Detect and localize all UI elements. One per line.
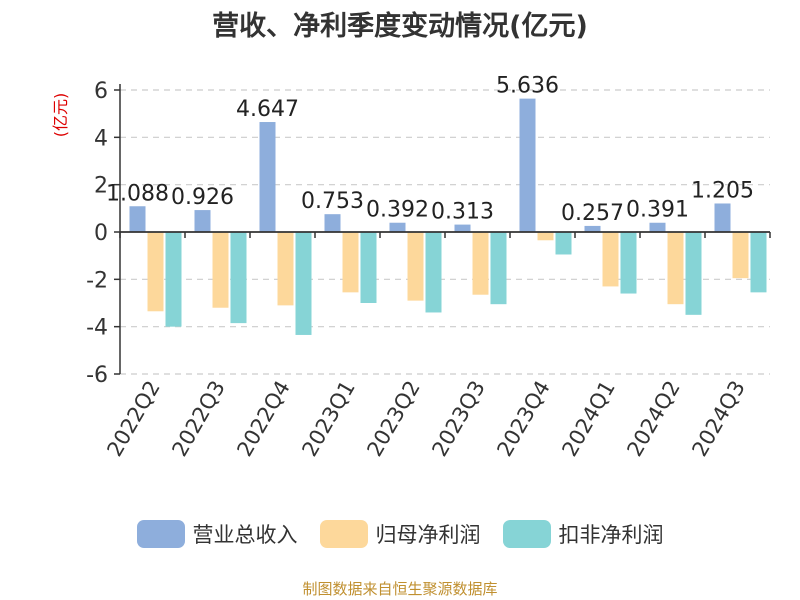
legend-swatch-revenue (136, 520, 185, 548)
bar-revenue[interactable] (389, 222, 406, 232)
x-tick-label: 2022Q3 (167, 377, 229, 461)
x-tick-label: 2023Q2 (362, 377, 424, 461)
chart-title: 营收、净利季度变动情况(亿元) (212, 11, 588, 42)
legend-item-deducted-profit[interactable]: 扣非净利润 (502, 519, 664, 549)
legend-item-net-profit[interactable]: 归母净利润 (319, 519, 481, 549)
data-label-revenue: 0.257 (561, 201, 624, 226)
bar-net-profit[interactable] (342, 232, 359, 293)
y-tick-label: 2 (94, 174, 108, 199)
legend-label-revenue: 营业总收入 (192, 523, 298, 547)
bar-deducted-profit[interactable] (620, 232, 637, 294)
y-tick-label: -4 (86, 316, 108, 341)
y-tick-label: 4 (94, 126, 108, 151)
bar-net-profit[interactable] (667, 232, 684, 305)
bar-revenue[interactable] (649, 222, 666, 232)
bar-revenue[interactable] (259, 122, 276, 232)
data-label-revenue: 0.392 (366, 198, 429, 223)
data-label-revenue: 0.926 (171, 185, 234, 210)
bar-revenue[interactable] (129, 206, 146, 232)
data-label-revenue: 0.391 (626, 198, 689, 223)
bar-net-profit[interactable] (537, 232, 554, 241)
legend-label-net-profit: 归母净利润 (375, 523, 481, 547)
bar-net-profit[interactable] (212, 232, 229, 308)
bar-revenue[interactable] (454, 224, 471, 232)
x-tick-label: 2023Q4 (492, 377, 554, 461)
legend-item-revenue[interactable]: 营业总收入 (136, 519, 298, 549)
bar-deducted-profit[interactable] (230, 232, 247, 324)
x-tick-label: 2023Q1 (297, 377, 359, 461)
legend-swatch-net-profit (319, 520, 368, 548)
bar-deducted-profit[interactable] (425, 232, 442, 313)
bar-deducted-profit[interactable] (490, 232, 507, 305)
y-tick-label: -6 (86, 363, 108, 388)
x-tick-label: 2024Q1 (557, 377, 619, 461)
x-tick-label: 2024Q3 (687, 377, 749, 461)
bar-revenue[interactable] (324, 214, 341, 232)
y-tick-label: 6 (94, 79, 108, 104)
x-tick-label: 2023Q3 (427, 377, 489, 461)
y-axis-unit-label: (亿元) (51, 93, 70, 138)
bar-revenue[interactable] (519, 98, 536, 232)
data-labels: 1.088 0.926 4.647 0.753 0.392 0.313 5.636 0.257… (106, 74, 754, 226)
bar-deducted-profit[interactable] (555, 232, 572, 255)
x-tick-label: 2022Q4 (232, 377, 294, 461)
y-tick-label: -2 (86, 268, 108, 293)
grid-lines (120, 89, 770, 375)
data-label-revenue: 1.205 (691, 178, 754, 203)
bar-deducted-profit[interactable] (165, 232, 182, 327)
source-note: 制图数据来自恒生聚源数据库 (302, 580, 498, 598)
bar-net-profit[interactable] (732, 232, 749, 279)
bar-deducted-profit[interactable] (685, 232, 702, 315)
bar-net-profit[interactable] (147, 232, 164, 312)
legend-swatch-deducted-profit (502, 520, 551, 548)
y-tick-label: 0 (94, 221, 108, 246)
bar-net-profit[interactable] (277, 232, 294, 306)
data-label-revenue: 0.313 (431, 200, 494, 225)
bar-revenue[interactable] (194, 210, 211, 232)
data-label-revenue: 1.088 (106, 181, 169, 206)
x-tick-label: 2022Q2 (102, 377, 164, 461)
bar-net-profit[interactable] (602, 232, 619, 287)
data-label-revenue: 0.753 (301, 189, 364, 214)
legend: 营业总收入 归母净利润 扣非净利润 (0, 516, 800, 552)
data-label-revenue: 5.636 (496, 74, 559, 99)
bar-deducted-profit[interactable] (750, 232, 767, 293)
bar-revenue[interactable] (714, 203, 731, 232)
bar-net-profit[interactable] (472, 232, 489, 295)
bar-deducted-profit[interactable] (295, 232, 312, 335)
bar-net-profit[interactable] (407, 232, 424, 301)
x-tick-label: 2024Q2 (622, 377, 684, 461)
data-label-revenue: 4.647 (236, 97, 299, 122)
bar-deducted-profit[interactable] (360, 232, 377, 303)
legend-label-deducted-profit: 扣非净利润 (558, 523, 664, 547)
bars (129, 98, 767, 335)
bar-revenue[interactable] (584, 225, 601, 232)
